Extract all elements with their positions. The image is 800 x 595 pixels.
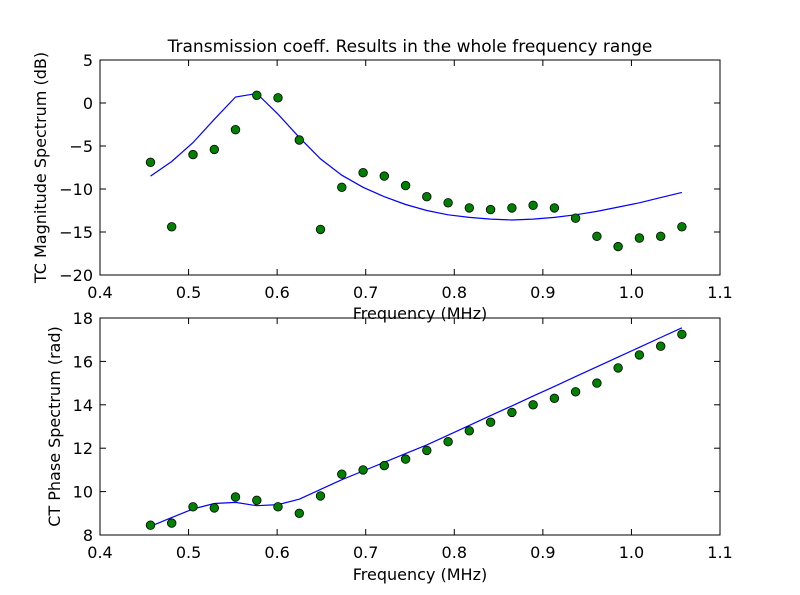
y-tick-label: 12 <box>73 439 93 458</box>
data-point <box>400 180 411 191</box>
data-point <box>315 224 326 235</box>
data-point <box>656 341 666 351</box>
data-point <box>422 445 432 456</box>
data-point <box>485 417 496 427</box>
data-point <box>379 171 390 181</box>
y-tick-label: 5 <box>83 51 93 70</box>
y-tick-label: −5 <box>69 137 93 156</box>
data-point <box>656 231 666 242</box>
data-point <box>677 329 687 340</box>
data-point <box>273 502 283 512</box>
data-point <box>422 191 432 202</box>
y-tick-label: −15 <box>59 223 93 242</box>
data-point <box>549 203 560 213</box>
data-point <box>230 492 241 502</box>
data-point <box>634 350 645 360</box>
y-tick-label: 10 <box>73 483 93 502</box>
data-point <box>315 491 326 501</box>
y-tick-label: −20 <box>59 266 93 285</box>
data-point <box>570 387 581 397</box>
x-tick-label: 1.0 <box>619 543 644 562</box>
x-tick-label: 0.5 <box>176 543 201 562</box>
data-point <box>485 204 496 215</box>
data-point <box>358 167 368 178</box>
data-point <box>507 203 517 213</box>
phase-chart-panel: 0.4 0.5 0.6 0.7 0.8 0.9 1.0 1.1 18 16 14 12 10 8 Frequ… <box>45 309 733 584</box>
axes-frame <box>99 59 721 276</box>
x-tick-label: 0.8 <box>442 543 467 562</box>
y-tick-label: 18 <box>73 309 93 328</box>
y-tick-label: 8 <box>83 526 93 545</box>
x-tick-label: 1.1 <box>707 283 732 302</box>
data-point <box>570 213 581 223</box>
x-tick-label: 0.6 <box>264 543 289 562</box>
data-point <box>507 407 517 418</box>
data-point <box>337 469 347 479</box>
data-point <box>145 157 156 168</box>
data-point <box>230 124 241 135</box>
data-point <box>358 465 368 475</box>
axes-frame <box>99 317 721 536</box>
x-tick-label: 0.7 <box>353 283 378 302</box>
x-tick-label: 0.8 <box>442 283 467 302</box>
x-tick-label: 0.7 <box>353 543 378 562</box>
data-point <box>592 231 602 242</box>
series-line <box>150 92 683 221</box>
data-point <box>634 233 645 243</box>
x-tick-label: 0.5 <box>176 283 201 302</box>
data-point <box>464 203 475 213</box>
data-point <box>209 503 220 513</box>
x-tick-label: 1.0 <box>619 283 644 302</box>
magnitude-chart-panel: 0.4 0.5 0.6 0.7 0.8 0.9 1.0 1.1 5 0 −5 −10 −15 −20 Fre… <box>31 51 733 323</box>
x-tick-label: 0.6 <box>264 283 289 302</box>
data-point <box>613 363 623 373</box>
x-axis-label: Frequency (MHz) <box>353 304 487 323</box>
data-point <box>528 400 538 410</box>
data-point <box>528 200 538 211</box>
data-point <box>337 182 347 193</box>
data-point <box>443 437 453 447</box>
data-point <box>294 135 305 145</box>
data-point <box>145 520 156 530</box>
data-point <box>613 241 623 252</box>
y-tick-label: 16 <box>73 352 93 371</box>
x-tick-label: 0.4 <box>87 543 112 562</box>
x-tick-label: 0.9 <box>530 283 555 302</box>
x-tick-label: 0.9 <box>530 543 555 562</box>
series-line <box>150 327 683 527</box>
data-point <box>294 508 305 519</box>
y-tick-label: 0 <box>83 94 93 113</box>
data-point <box>400 454 411 464</box>
y-tick-label: −10 <box>59 180 93 199</box>
y-axis-label: CT Phase Spectrum (rad) <box>45 326 64 527</box>
data-point <box>252 495 262 506</box>
data-point <box>166 518 177 528</box>
data-point <box>464 426 475 436</box>
data-point <box>443 198 453 208</box>
y-axis-label: TC Magnitude Spectrum (dB) <box>31 52 50 284</box>
y-tick-label: 14 <box>73 396 93 415</box>
data-point <box>188 502 198 512</box>
figure-title: Transmission coeff. Results in the whole… <box>167 37 653 57</box>
data-point <box>592 378 602 388</box>
data-point <box>379 460 390 471</box>
x-tick-label: 0.4 <box>87 283 112 302</box>
data-point <box>273 93 283 103</box>
data-point <box>166 222 177 232</box>
data-point <box>549 393 560 404</box>
x-axis-label: Frequency (MHz) <box>353 565 487 584</box>
data-point <box>252 90 262 101</box>
data-point <box>188 149 198 160</box>
data-point <box>209 144 220 155</box>
x-tick-label: 1.1 <box>707 543 732 562</box>
data-point <box>677 222 687 232</box>
